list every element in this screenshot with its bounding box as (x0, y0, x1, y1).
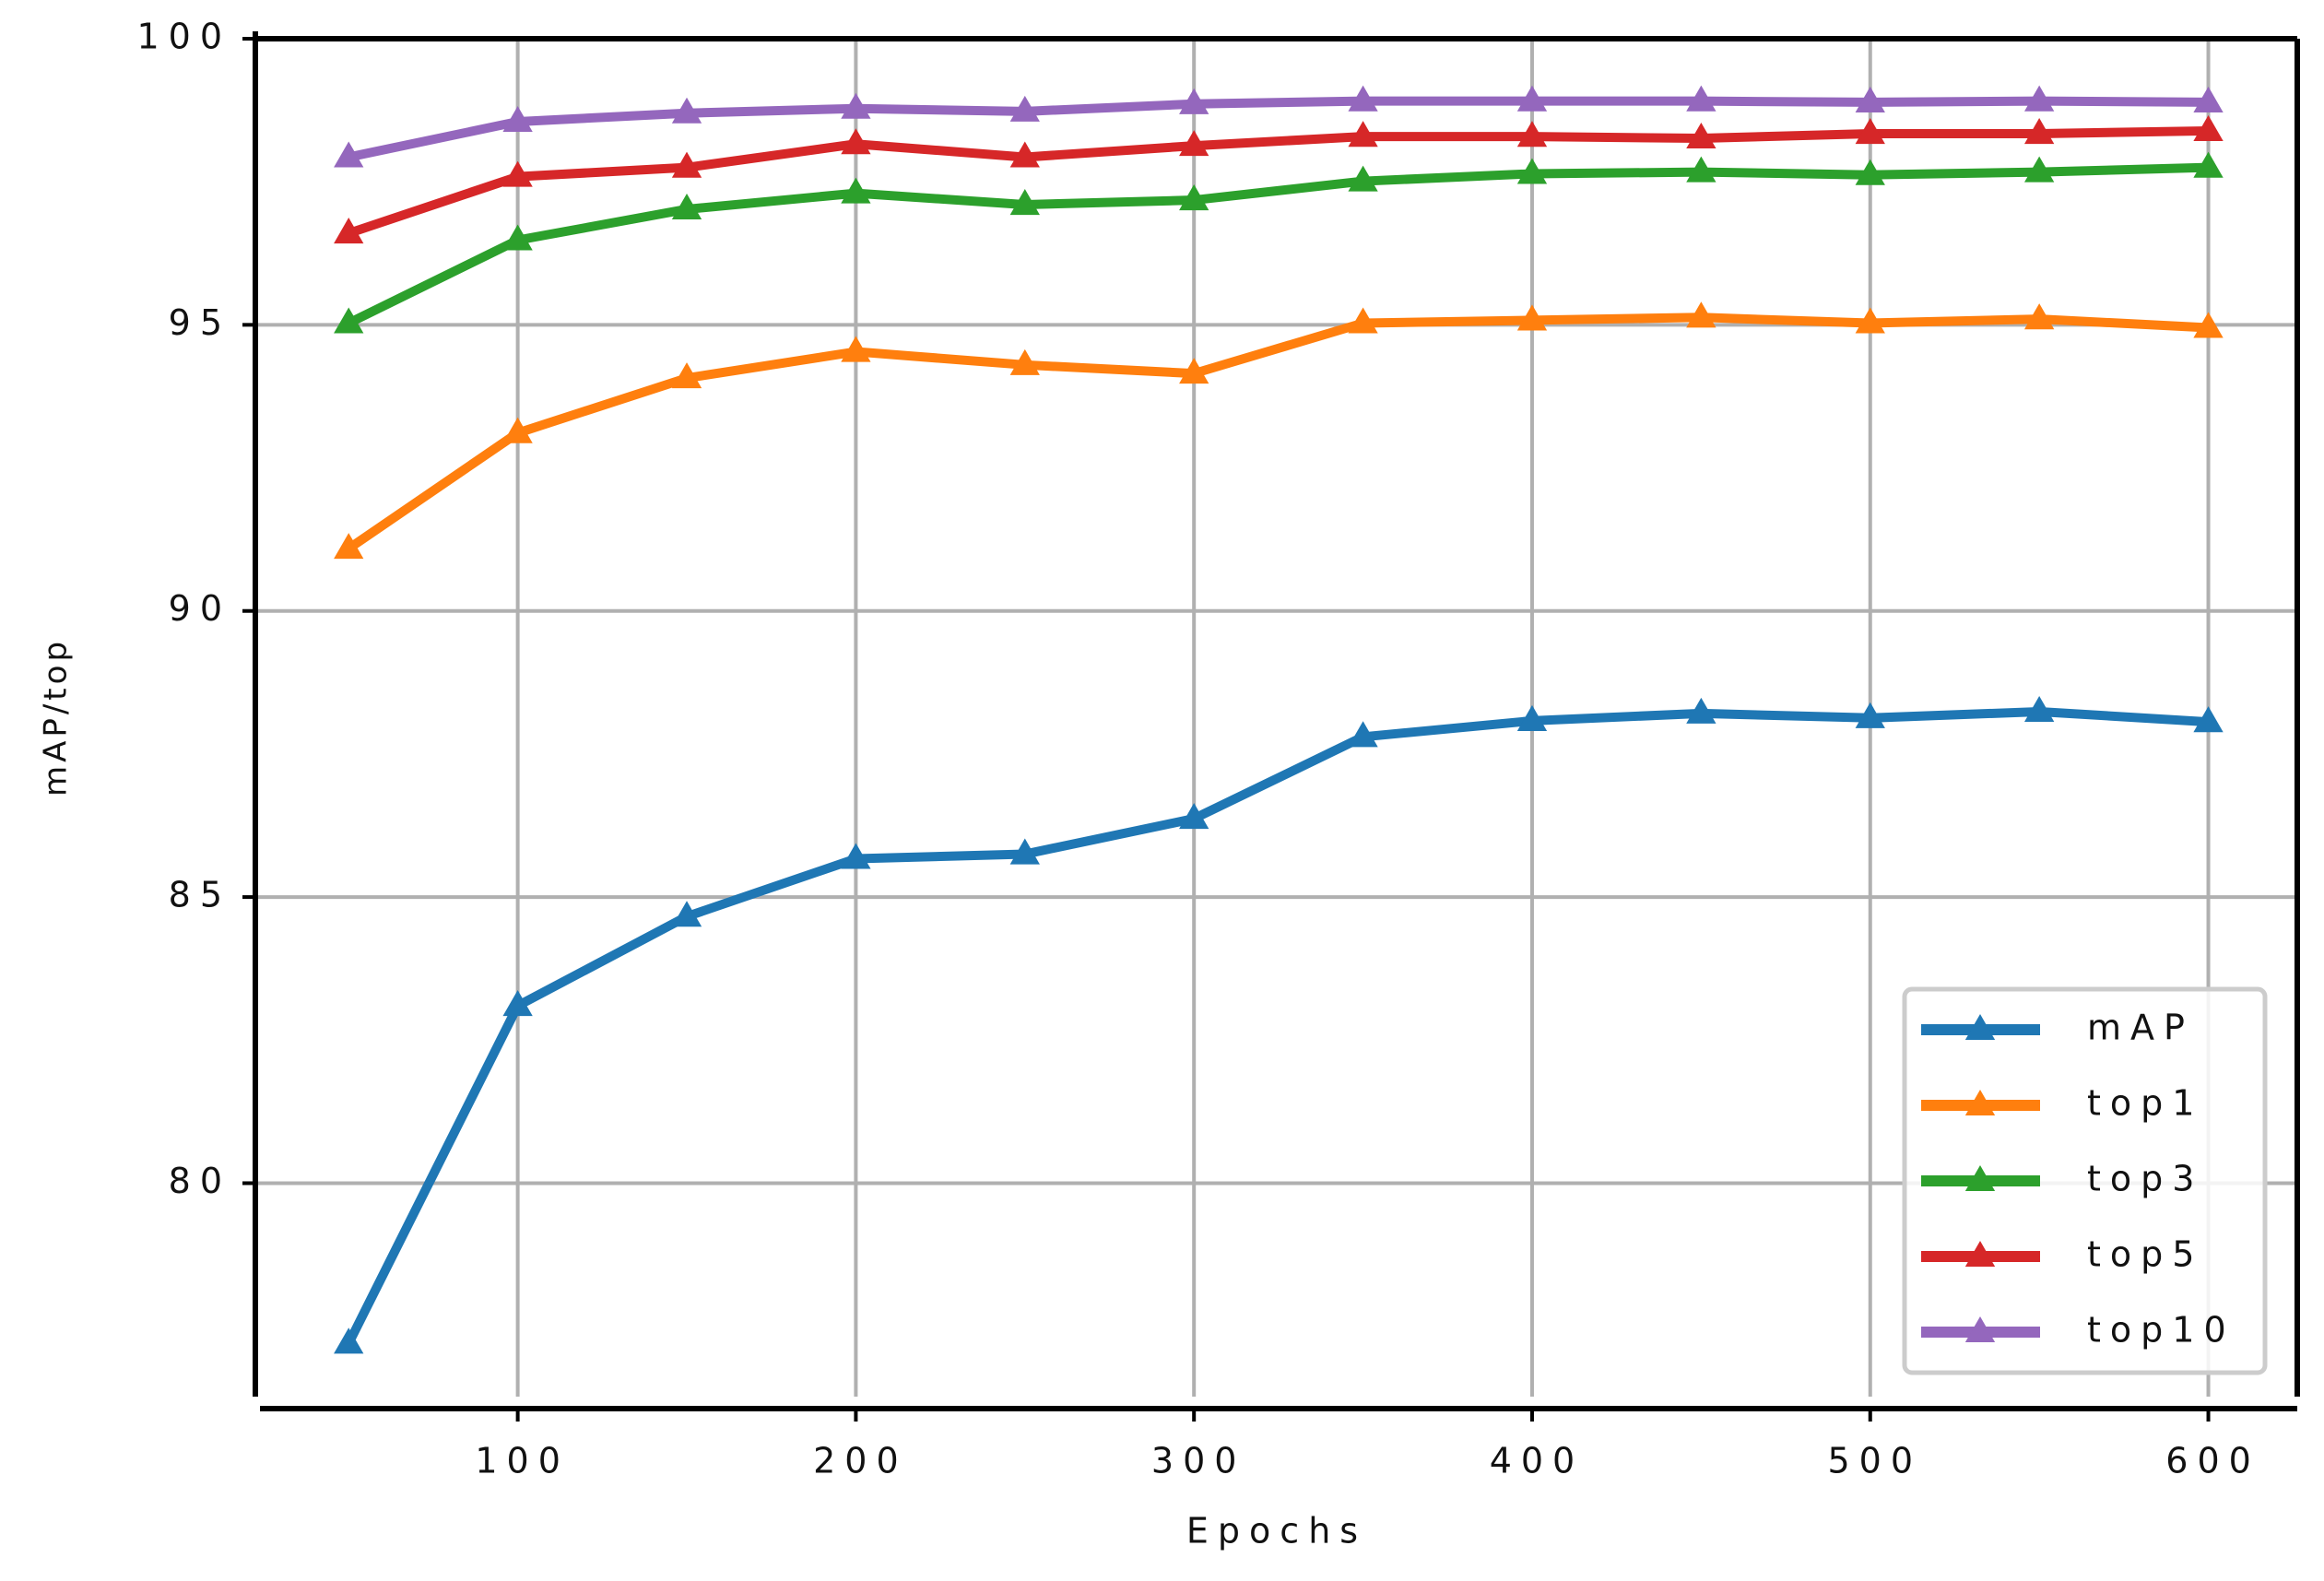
x-tick-label: 600 (2165, 1441, 2260, 1481)
y-tick-label: 80 (169, 1161, 231, 1201)
point-marker (1686, 156, 1716, 183)
point-marker (2193, 151, 2224, 178)
point-marker (1686, 301, 1716, 328)
x-tick-label: 200 (813, 1441, 908, 1481)
point-marker (502, 160, 533, 187)
point-marker (334, 1327, 364, 1354)
point-marker (671, 151, 702, 178)
point-marker (2023, 303, 2055, 330)
legend-label: top1 (2087, 1083, 2203, 1124)
point-marker (1348, 307, 1378, 334)
point-marker (1516, 121, 1548, 147)
point-marker (1179, 88, 1209, 114)
point-marker (334, 218, 364, 244)
series-line (347, 125, 2209, 238)
point-marker (334, 533, 364, 560)
point-marker (1348, 121, 1378, 147)
point-marker (1348, 85, 1378, 112)
legend-label: top3 (2087, 1159, 2203, 1199)
point-marker (1516, 158, 1548, 184)
point-marker (502, 417, 533, 443)
point-marker (334, 141, 364, 168)
legend-box (1902, 986, 2268, 1375)
series-line (344, 706, 2209, 1346)
y-tick-label: 85 (169, 875, 231, 915)
point-marker (2023, 156, 2055, 183)
point-marker (502, 990, 533, 1017)
legend-label: mAP (2087, 1008, 2194, 1048)
point-marker (1855, 702, 1885, 728)
legend-label: top5 (2087, 1234, 2203, 1275)
point-marker (841, 177, 871, 204)
legend-marker (1964, 1316, 1996, 1343)
point-marker (1348, 721, 1378, 748)
point-marker (1516, 304, 1548, 331)
x-axis-label: Epochs (1186, 1511, 1367, 1552)
point-marker (841, 128, 871, 155)
point-marker (671, 193, 702, 220)
point-marker (1179, 184, 1209, 211)
point-marker (1009, 95, 1040, 122)
point-marker (1348, 165, 1378, 192)
point-marker (841, 843, 871, 869)
point-marker (1179, 358, 1209, 384)
point-marker (2023, 118, 2055, 145)
point-marker (671, 901, 702, 927)
point-marker (2023, 85, 2055, 112)
point-marker (1686, 85, 1716, 112)
point-marker (841, 92, 871, 119)
series-line (348, 96, 2209, 162)
series-line (347, 162, 2209, 327)
point-marker (334, 307, 364, 334)
point-marker (1516, 85, 1548, 112)
point-marker (1009, 838, 1040, 865)
point-marker (2193, 706, 2224, 733)
point-marker (1179, 803, 1209, 830)
point-marker (1855, 86, 1885, 112)
x-tick-label: 100 (475, 1441, 570, 1481)
point-marker (1686, 123, 1716, 149)
point-marker (671, 97, 702, 124)
point-marker (671, 362, 702, 389)
point-marker (1179, 130, 1209, 157)
point-marker (841, 336, 871, 362)
point-marker (2193, 86, 2224, 112)
legend-marker (1964, 1165, 1996, 1192)
y-tick-label: 95 (169, 302, 231, 343)
point-marker (1855, 159, 1885, 185)
point-marker (2193, 114, 2224, 141)
x-tick-label: 400 (1490, 1441, 1585, 1481)
point-marker (1009, 348, 1040, 375)
point-marker (1516, 704, 1548, 731)
legend-label: top10 (2087, 1310, 2236, 1351)
y-axis-label: mAP/top (38, 638, 75, 796)
point-marker (1855, 118, 1885, 145)
y-tick-label: 100 (136, 17, 231, 57)
point-marker (502, 106, 533, 133)
point-marker (502, 224, 533, 251)
legend-marker (1964, 1241, 1996, 1268)
x-tick-label: 300 (1151, 1441, 1246, 1481)
point-marker (1009, 189, 1040, 216)
point-marker (1009, 141, 1040, 168)
point-marker (1686, 697, 1716, 724)
legend-marker (1964, 1090, 1996, 1116)
legend: mAP top1 top3 top5 top10 (1902, 986, 2268, 1375)
series-line (346, 313, 2209, 553)
point-marker (2023, 695, 2055, 723)
point-marker (2193, 312, 2224, 338)
y-tick-label: 90 (169, 588, 231, 629)
legend-marker (1964, 1014, 1996, 1041)
point-marker (1855, 307, 1885, 334)
x-tick-label: 500 (1827, 1441, 1922, 1481)
